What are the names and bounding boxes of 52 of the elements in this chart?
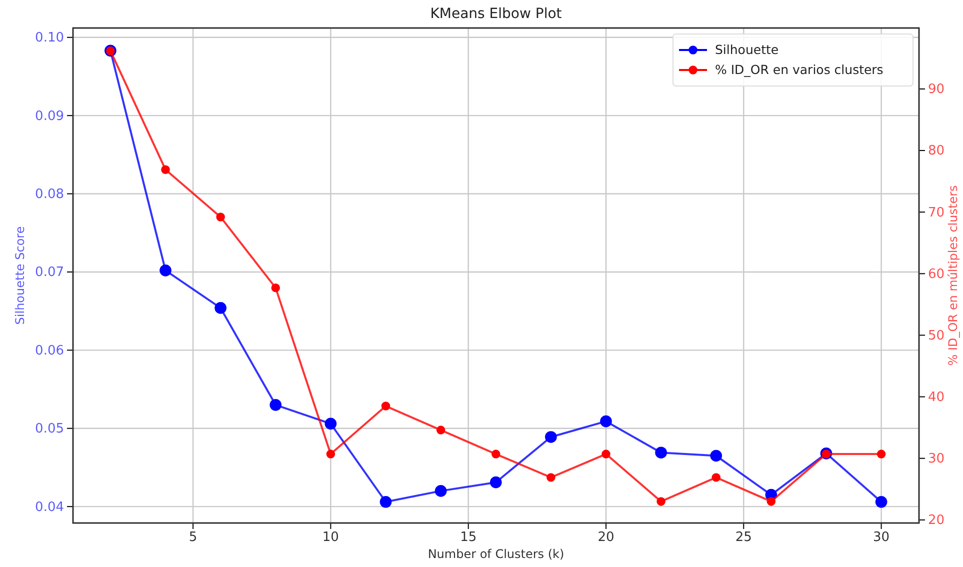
point (490, 476, 502, 488)
point (434, 485, 447, 497)
legend-label: Silhouette (715, 42, 779, 57)
point (381, 402, 390, 410)
y2-tick-label: 50 (928, 328, 945, 344)
point (602, 450, 610, 458)
point (161, 165, 170, 174)
point (712, 473, 720, 482)
y-tick-label: 0.10 (35, 30, 64, 46)
x-tick-label: 15 (460, 530, 477, 546)
y-tick-label: 0.08 (35, 186, 64, 202)
y-tick-label: 0.05 (35, 422, 64, 437)
point (656, 497, 666, 506)
point (216, 212, 225, 222)
x-tick-label: 5 (188, 530, 198, 546)
y-axis-title: Silhouette Score (13, 226, 27, 325)
chart-title: KMeans Elbow Plot (430, 6, 562, 22)
x-tick-label: 20 (598, 530, 614, 546)
point (600, 415, 612, 428)
x-tick-label: 25 (735, 530, 752, 546)
point (436, 426, 446, 434)
point (491, 450, 500, 458)
point (324, 418, 337, 430)
point (326, 450, 336, 458)
point (380, 496, 392, 508)
point (270, 399, 282, 411)
y2-tick-label: 90 (928, 82, 945, 98)
point (766, 497, 776, 506)
x-axis-title: Number of Clusters (k) (428, 547, 564, 561)
point (710, 450, 722, 462)
y-tick-label: 0.06 (35, 343, 64, 358)
y2-tick-label: 80 (928, 144, 945, 159)
point (655, 446, 667, 459)
point (875, 496, 888, 508)
x-tick-label: 10 (322, 530, 339, 546)
y2-tick-label: 20 (928, 513, 945, 528)
y-tick-label: 0.09 (35, 108, 64, 124)
point (271, 283, 280, 292)
point (876, 450, 886, 458)
point (545, 431, 557, 443)
point (214, 302, 226, 314)
y-tick-label: 0.04 (35, 500, 64, 515)
y2-tick-label: 60 (928, 266, 945, 282)
y2-tick-label: 30 (928, 452, 945, 467)
point (160, 264, 172, 276)
legend-label: % ID_OR en varios clusters (715, 62, 884, 77)
y-tick-label: 0.07 (35, 265, 64, 280)
y2-tick-label: 40 (928, 390, 945, 405)
y2-tick-label: 70 (928, 205, 945, 220)
x-tick-label: 30 (873, 530, 890, 546)
point (546, 473, 556, 482)
y2-axis-title: % ID_OR en múltiples clusters (946, 185, 960, 366)
